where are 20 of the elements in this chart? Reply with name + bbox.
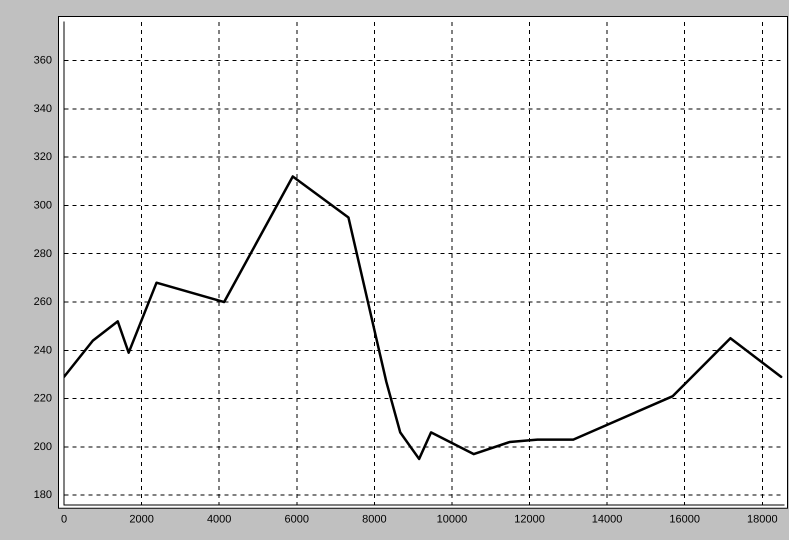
y-tick-label: 360 xyxy=(34,54,52,67)
y-tick-label: 280 xyxy=(34,248,52,260)
y-tick-label: 220 xyxy=(34,392,52,405)
x-tick-label: 6000 xyxy=(284,513,309,526)
x-tick-label: 2000 xyxy=(129,513,154,526)
x-tick-label: 8000 xyxy=(362,513,387,526)
y-tick-label: 240 xyxy=(34,344,52,356)
y-tick-label: 200 xyxy=(34,440,52,453)
y-tick-label: 180 xyxy=(34,489,52,502)
x-tick-label: 14000 xyxy=(592,513,622,526)
x-tick-label: 16000 xyxy=(669,513,700,526)
y-tick-label: 260 xyxy=(34,296,52,308)
x-tick-label: 12000 xyxy=(514,513,545,526)
x-tick-label: 10000 xyxy=(436,513,468,526)
y-tick-label: 320 xyxy=(34,151,52,164)
y-tick-label: 300 xyxy=(34,199,52,212)
x-tick-label: 4000 xyxy=(206,513,232,526)
y-tick-label: 340 xyxy=(34,102,52,115)
x-tick-label: 0 xyxy=(60,513,68,526)
x-tick-label: 18000 xyxy=(746,513,778,526)
